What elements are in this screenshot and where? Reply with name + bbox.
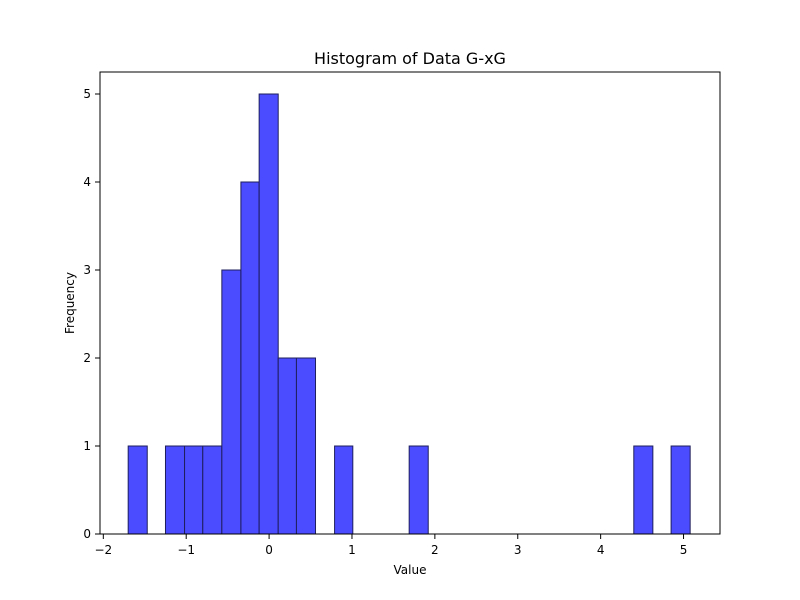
x-tick-label: 1 — [348, 543, 356, 557]
histogram-bar — [633, 445, 654, 535]
histogram-bar — [408, 445, 429, 535]
histogram-bar — [277, 357, 297, 535]
y-tick-label: 1 — [83, 439, 91, 453]
y-tick-label: 4 — [83, 175, 91, 189]
histogram-bar — [127, 445, 148, 535]
y-tick-label: 2 — [83, 351, 91, 365]
histogram-bar — [295, 357, 317, 535]
x-tick-label: 4 — [597, 543, 605, 557]
y-axis-label: Frequency — [63, 272, 77, 334]
x-tick-label: −1 — [177, 543, 195, 557]
y-tick-label: 0 — [83, 527, 91, 541]
histogram-bar — [202, 445, 223, 535]
histogram-bar — [670, 445, 691, 535]
y-axis-ticks: 0 1 2 3 4 5 — [83, 87, 100, 541]
histogram-bar — [258, 93, 279, 535]
plot-frame — [99, 71, 721, 535]
histogram-bar — [240, 181, 260, 535]
histogram-bar — [221, 269, 242, 535]
histogram-bar — [184, 445, 204, 535]
bars-group — [127, 93, 691, 535]
y-tick-label: 3 — [83, 263, 91, 277]
x-tick-label: 5 — [680, 543, 688, 557]
x-tick-label: −2 — [94, 543, 112, 557]
y-tick-label: 5 — [83, 87, 91, 101]
x-axis-label: Value — [394, 563, 427, 577]
x-tick-label: 3 — [514, 543, 522, 557]
histogram-bar — [334, 445, 354, 535]
x-tick-label: 2 — [431, 543, 439, 557]
chart-title: Histogram of Data G-xG — [314, 49, 506, 68]
x-tick-label: 0 — [265, 543, 273, 557]
histogram-bar — [164, 445, 186, 535]
x-axis-ticks: −2 −1 0 1 2 3 4 5 — [94, 534, 687, 557]
